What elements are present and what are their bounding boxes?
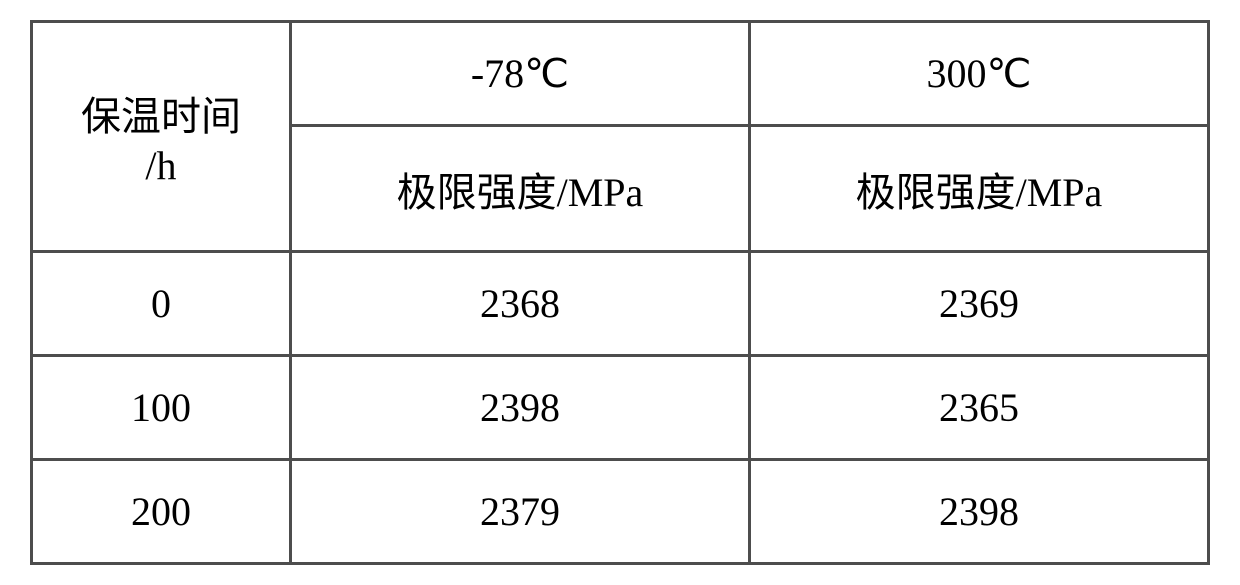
table-row: 100 2398 2365: [32, 356, 1209, 460]
cell-value: 2379: [290, 460, 749, 564]
table-row: 0 2368 2369: [32, 252, 1209, 356]
cell-value: 2369: [749, 252, 1208, 356]
cell-value: 2398: [290, 356, 749, 460]
row-header-time-line1: 保温时间: [34, 84, 288, 142]
table-container: 保温时间 /h -78℃ 300℃ 极限强度/MPa 极限强度/MPa 0 23…: [0, 0, 1240, 585]
cell-time: 0: [32, 252, 291, 356]
cell-time: 200: [32, 460, 291, 564]
data-table: 保温时间 /h -78℃ 300℃ 极限强度/MPa 极限强度/MPa 0 23…: [30, 20, 1210, 565]
temp-header-2: 300℃: [749, 22, 1208, 126]
sub-header-1: 极限强度/MPa: [290, 126, 749, 252]
cell-value: 2365: [749, 356, 1208, 460]
row-header-time-line2: /h: [34, 142, 288, 189]
cell-value: 2368: [290, 252, 749, 356]
sub-header-2: 极限强度/MPa: [749, 126, 1208, 252]
table-row: 200 2379 2398: [32, 460, 1209, 564]
cell-time: 100: [32, 356, 291, 460]
row-header-time: 保温时间 /h: [32, 22, 291, 252]
cell-value: 2398: [749, 460, 1208, 564]
temp-header-1: -78℃: [290, 22, 749, 126]
